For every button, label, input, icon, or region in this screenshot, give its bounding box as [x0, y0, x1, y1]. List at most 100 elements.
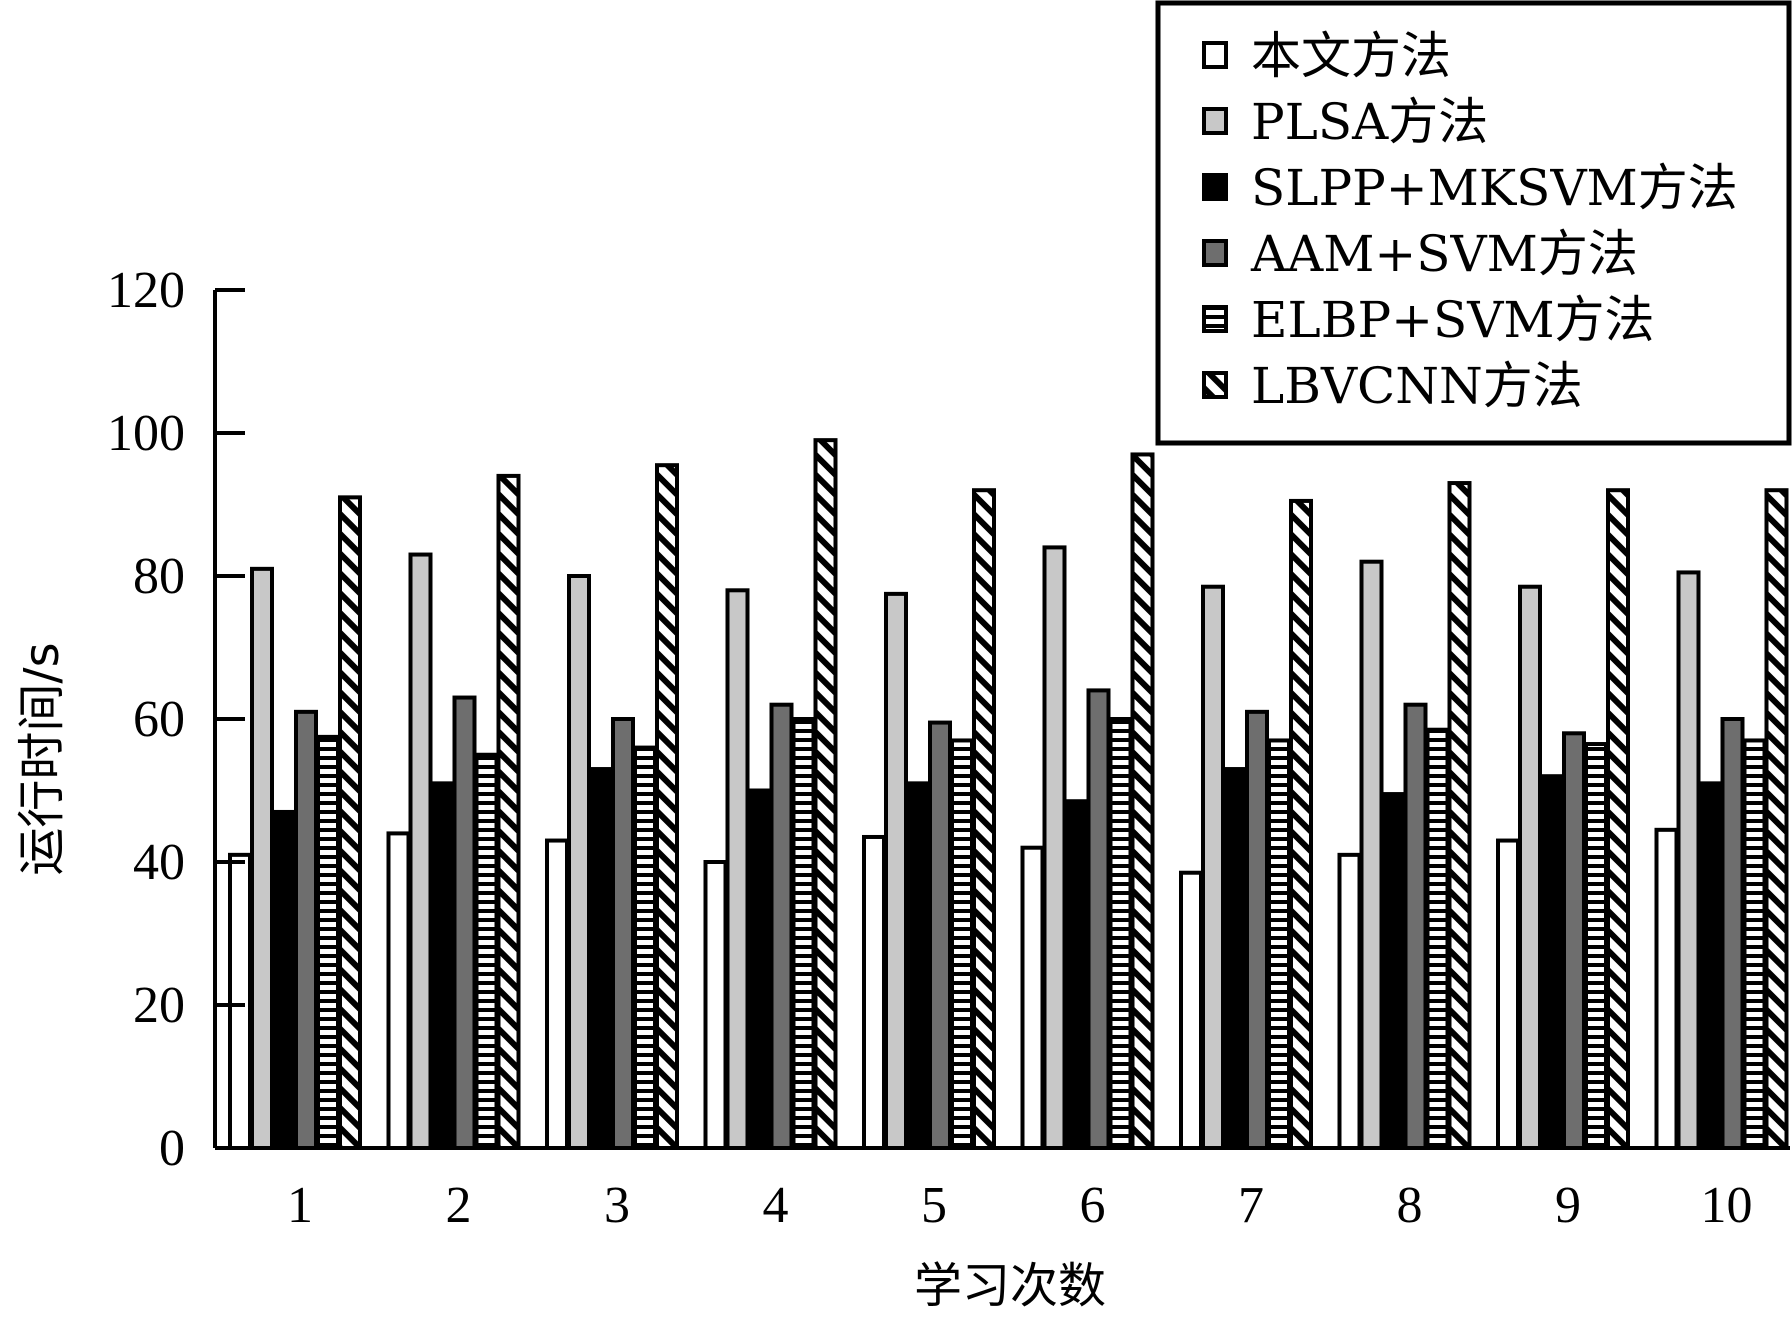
- bar-series5-10: [1742, 738, 1767, 1150]
- bar-series2-4: [725, 588, 750, 1150]
- bar-series6-4: [813, 438, 838, 1150]
- bar-series5-2: [474, 752, 499, 1150]
- bar-series5-9: [1584, 742, 1608, 1151]
- bar-series3-8: [1381, 792, 1406, 1150]
- bar-series6-6: [1130, 452, 1155, 1150]
- y-tick-label: 60: [133, 691, 185, 748]
- bar-series3-5: [906, 781, 930, 1150]
- x-tick-label: 6: [1080, 1177, 1106, 1234]
- legend-label-5: ELBP+SVM方法: [1251, 291, 1655, 349]
- bar-series6-8: [1447, 481, 1472, 1150]
- bar-series3-4: [747, 788, 772, 1150]
- y-tick-label: 0: [159, 1120, 185, 1177]
- legend-label-6: LBVCNN方法: [1251, 357, 1583, 415]
- y-axis: 0 20 40 60 80 100 120: [107, 262, 245, 1177]
- bar-group-9: [1496, 488, 1630, 1151]
- bar-series1-9: [1496, 838, 1520, 1150]
- y-tick-label: 100: [107, 405, 185, 462]
- bar-group-1: [228, 495, 362, 1151]
- bar-series4-2: [452, 695, 477, 1150]
- bar-series1-8: [1337, 852, 1362, 1150]
- x-axis: 1 2 3 4 5 6 7 8 9 10: [215, 1146, 1790, 1234]
- bar-series6-7: [1289, 498, 1313, 1150]
- bar-group-6: [1020, 452, 1155, 1151]
- bar-series5-3: [633, 745, 657, 1150]
- bar-series6-3: [655, 463, 679, 1150]
- x-tick-label: 2: [446, 1177, 472, 1234]
- legend-swatch-6: [1202, 371, 1228, 399]
- legend-swatch-3: [1202, 173, 1228, 201]
- bar-series4-4: [769, 702, 794, 1150]
- bar-group-10: [1654, 488, 1789, 1150]
- x-tick-label: 8: [1397, 1177, 1423, 1234]
- bar-series6-2: [496, 473, 521, 1150]
- bar-series6-1: [338, 495, 362, 1151]
- bar-series2-9: [1518, 584, 1542, 1150]
- bar-series2-7: [1201, 584, 1225, 1150]
- bar-series1-4: [703, 860, 728, 1150]
- bar-series3-3: [589, 767, 613, 1150]
- y-axis-title: 运行时间/s: [14, 642, 70, 875]
- bar-series3-2: [430, 781, 455, 1150]
- bar-series4-9: [1562, 731, 1586, 1150]
- bar-series2-2: [408, 552, 433, 1150]
- y-tick-label: 120: [107, 262, 185, 319]
- x-tick-label: 3: [604, 1177, 630, 1234]
- bar-group-2: [386, 473, 521, 1151]
- bar-series3-9: [1540, 774, 1564, 1150]
- bar-series5-6: [1108, 717, 1133, 1150]
- bar-series4-5: [928, 720, 952, 1150]
- bar-series5-5: [950, 738, 974, 1150]
- y-tick-label: 80: [133, 548, 185, 605]
- x-tick-label: 1: [287, 1177, 313, 1234]
- y-tick-label: 20: [133, 977, 185, 1034]
- bar-series6-5: [972, 488, 996, 1150]
- bar-series4-1: [294, 709, 318, 1150]
- bar-series1-6: [1020, 845, 1045, 1150]
- legend-swatch-1: [1202, 41, 1228, 69]
- bar-series1-7: [1179, 870, 1203, 1150]
- y-tick-label: 40: [133, 834, 185, 891]
- bar-series1-10: [1654, 827, 1679, 1150]
- bar-series5-1: [316, 734, 340, 1150]
- bar-series2-8: [1359, 559, 1384, 1150]
- bar-series6-9: [1606, 488, 1630, 1150]
- bar-series5-7: [1267, 738, 1291, 1150]
- bar-series4-7: [1245, 709, 1269, 1150]
- x-tick-label: 9: [1555, 1177, 1581, 1234]
- x-axis-title: 学习次数: [914, 1258, 1106, 1314]
- legend-label-4: AAM+SVM方法: [1250, 225, 1638, 283]
- legend-swatch-4: [1202, 239, 1228, 267]
- bar-series2-10: [1676, 570, 1701, 1150]
- legend-swatch-2: [1202, 107, 1228, 135]
- bar-series5-8: [1425, 727, 1450, 1150]
- bar-series5-4: [791, 717, 816, 1150]
- bar-group-8: [1337, 481, 1472, 1150]
- bar-series3-10: [1698, 781, 1723, 1150]
- bar-series3-6: [1064, 799, 1089, 1150]
- bar-series4-10: [1720, 717, 1745, 1150]
- x-tick-label: 4: [763, 1177, 789, 1234]
- legend: 本文方法 PLSA方法 SLPP+MKSVM方法 AAM+SVM方法 ELBP+SVM方…: [1155, 0, 1792, 446]
- plot-area: [228, 438, 1789, 1151]
- bar-series1-2: [386, 831, 411, 1151]
- x-tick-label: 7: [1238, 1177, 1264, 1234]
- bar-series2-5: [884, 591, 908, 1150]
- bar-series1-3: [545, 838, 569, 1150]
- x-tick-label: 10: [1701, 1177, 1753, 1234]
- x-tick-label: 5: [921, 1177, 947, 1234]
- bar-series3-1: [272, 809, 296, 1150]
- bar-series4-8: [1403, 702, 1428, 1150]
- bar-series4-6: [1086, 688, 1111, 1151]
- bar-series2-1: [250, 566, 274, 1150]
- bar-series3-7: [1223, 767, 1247, 1150]
- legend-box: [1155, 0, 1792, 446]
- bar-group-7: [1179, 498, 1313, 1150]
- bar-group-4: [703, 438, 838, 1150]
- bar-series2-3: [567, 574, 591, 1150]
- legend-label-1: 本文方法: [1251, 27, 1451, 85]
- legend-swatch-5: [1202, 305, 1228, 333]
- bar-series1-5: [862, 834, 886, 1150]
- bar-group-5: [862, 488, 996, 1150]
